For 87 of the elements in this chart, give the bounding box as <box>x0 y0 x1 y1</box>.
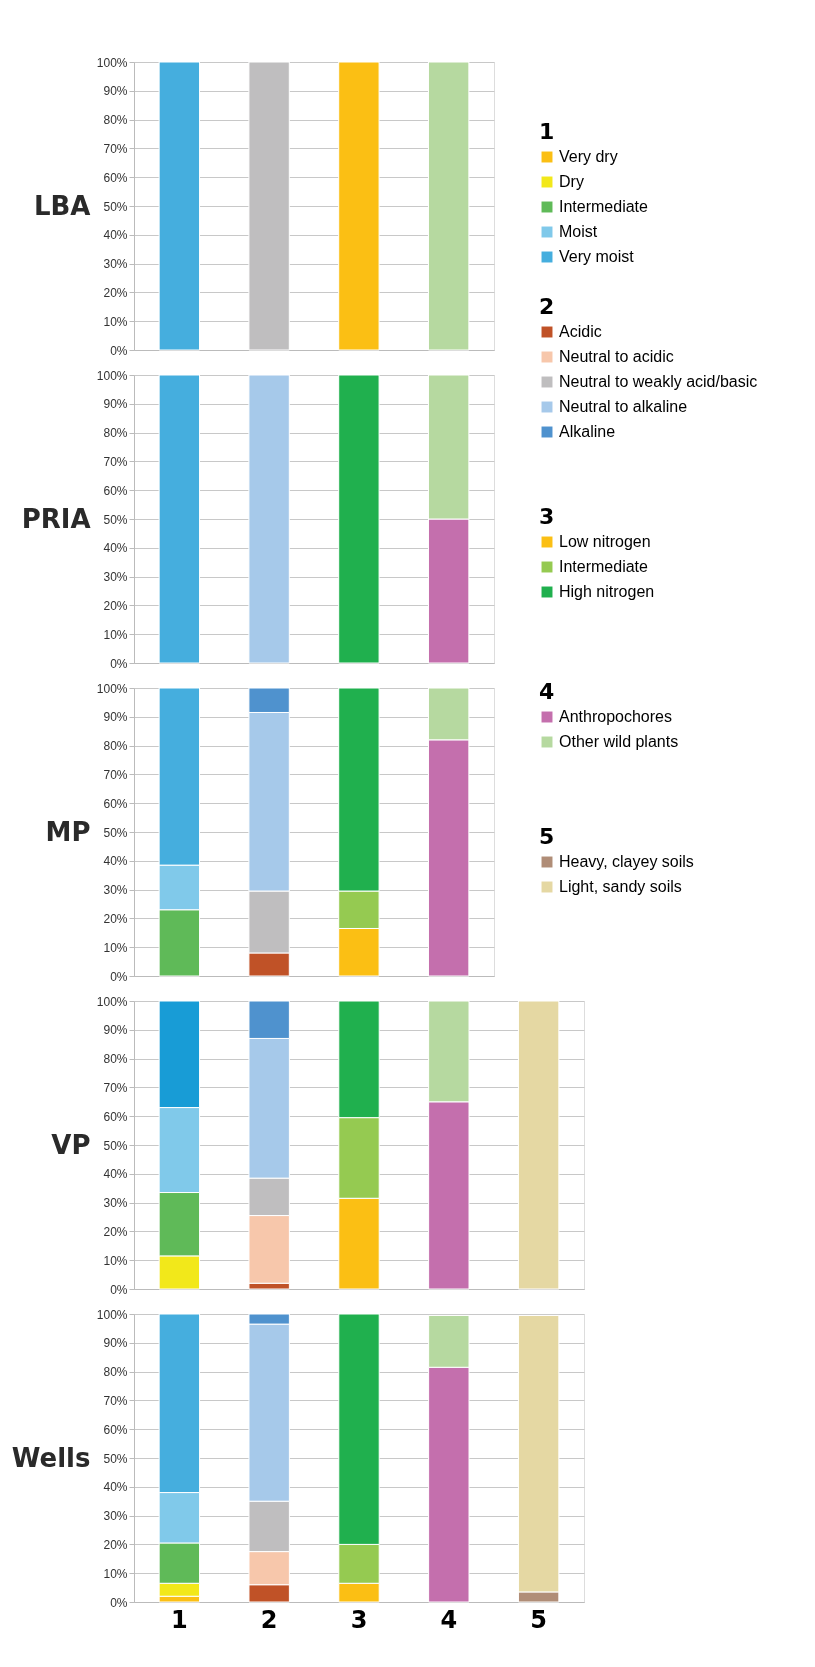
y-tick-label: 70% <box>103 1080 128 1095</box>
legend-label: High nitrogen <box>559 583 655 600</box>
category-label: 3 <box>539 504 555 529</box>
y-axis-title: VP <box>51 1129 91 1160</box>
legend-label: Very moist <box>559 248 635 265</box>
y-tick-label: 0% <box>110 343 128 358</box>
y-tick-label: 80% <box>103 1365 128 1380</box>
y-tick-label: 60% <box>103 1422 128 1437</box>
legend-label: Dry <box>559 173 584 190</box>
y-tick-label: 20% <box>103 1224 128 1239</box>
y-axis-title: Wells <box>11 1442 91 1473</box>
legend-label: Neutral to alkaline <box>559 398 688 415</box>
y-tick-label: 90% <box>103 1023 128 1038</box>
legend-label: Intermediate <box>559 558 649 575</box>
y-tick-label: 50% <box>103 1451 128 1466</box>
legend-label: Neutral to acidic <box>559 348 674 365</box>
y-tick-label: 90% <box>103 1336 128 1351</box>
y-tick-label: 30% <box>103 1509 128 1524</box>
legend-label: Anthropochores <box>559 708 672 725</box>
y-tick-label: 10% <box>103 627 128 642</box>
y-tick-label: 60% <box>103 483 128 498</box>
x-tick-label: 3 <box>350 1605 368 1634</box>
y-tick-label: 30% <box>103 883 128 898</box>
legend-label: Neutral to weakly acid/basic <box>559 373 758 390</box>
y-tick-label: 40% <box>103 1480 128 1495</box>
y-tick-label: 0% <box>110 656 128 671</box>
y-tick-label: 20% <box>103 911 128 926</box>
legend-label: Alkaline <box>559 423 616 440</box>
y-tick-label: 60% <box>103 170 128 185</box>
y-tick-label: 90% <box>103 397 128 412</box>
legend-label: Intermediate <box>559 198 649 215</box>
y-axis-title: LBA <box>33 190 91 221</box>
x-tick-label: 2 <box>260 1605 278 1634</box>
category-label: 5 <box>539 824 555 849</box>
legend-label: Moist <box>559 223 598 240</box>
x-tick-label: 1 <box>171 1605 188 1634</box>
y-tick-label: 20% <box>103 285 128 300</box>
y-tick-label: 70% <box>103 141 128 156</box>
y-tick-label: 20% <box>103 598 128 613</box>
y-tick-label: 20% <box>103 1537 128 1552</box>
y-tick-label: 0% <box>110 1282 128 1297</box>
y-tick-label: 70% <box>103 767 128 782</box>
y-tick-label: 0% <box>110 1595 128 1610</box>
y-tick-label: 30% <box>103 257 128 272</box>
y-axis-title: MP <box>45 816 91 847</box>
y-tick-label: 50% <box>103 825 128 840</box>
y-tick-label: 100% <box>96 55 128 70</box>
y-tick-label: 30% <box>103 570 128 585</box>
legend-label: Light, sandy soils <box>559 878 682 895</box>
legend-label: Heavy, clayey soils <box>559 853 694 870</box>
y-tick-label: 70% <box>103 1393 128 1408</box>
category-label: 4 <box>539 679 555 704</box>
y-tick-label: 80% <box>103 739 128 754</box>
legend-label: Very dry <box>559 148 618 165</box>
y-tick-label: 100% <box>96 681 128 696</box>
legend-label: Other wild plants <box>559 733 679 750</box>
y-tick-label: 10% <box>103 940 128 955</box>
y-tick-label: 0% <box>110 969 128 984</box>
category-label: 2 <box>539 294 555 319</box>
y-tick-label: 60% <box>103 1109 128 1124</box>
y-tick-label: 80% <box>103 1052 128 1067</box>
y-tick-label: 50% <box>103 199 128 214</box>
x-tick-label: 4 <box>440 1605 458 1634</box>
y-tick-label: 100% <box>96 1307 128 1322</box>
y-tick-label: 60% <box>103 796 128 811</box>
y-tick-label: 40% <box>103 541 128 556</box>
category-label: 1 <box>539 119 555 144</box>
y-tick-label: 30% <box>103 1196 128 1211</box>
y-tick-label: 40% <box>103 854 128 869</box>
y-tick-label: 40% <box>103 1167 128 1182</box>
y-tick-label: 10% <box>103 1566 128 1581</box>
y-tick-label: 90% <box>103 84 128 99</box>
y-tick-label: 90% <box>103 710 128 725</box>
y-tick-label: 10% <box>103 314 128 329</box>
x-tick-label: 5 <box>530 1605 547 1634</box>
legend-label: Acidic <box>559 323 602 340</box>
y-tick-label: 100% <box>96 994 128 1009</box>
y-axis-title: PRIA <box>21 503 91 534</box>
y-tick-label: 10% <box>103 1253 128 1268</box>
y-tick-label: 50% <box>103 1138 128 1153</box>
y-tick-label: 100% <box>96 368 128 383</box>
y-tick-label: 50% <box>103 512 128 527</box>
y-tick-label: 80% <box>103 426 128 441</box>
legend-label: Low nitrogen <box>559 533 651 550</box>
y-tick-label: 70% <box>103 454 128 469</box>
y-tick-label: 80% <box>103 113 128 128</box>
y-tick-label: 40% <box>103 228 128 243</box>
